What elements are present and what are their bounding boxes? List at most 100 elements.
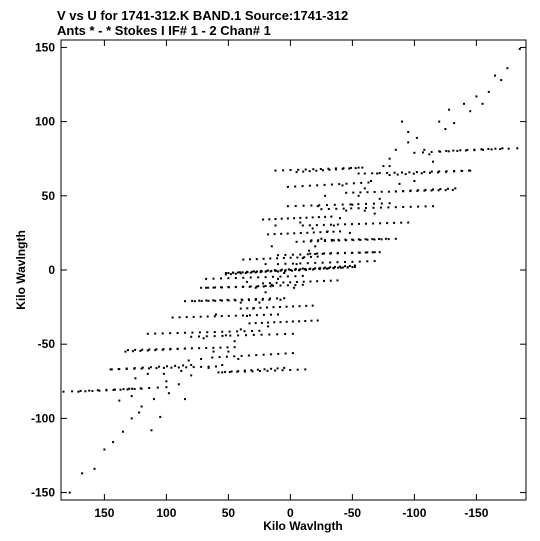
uv-point <box>302 170 305 173</box>
uv-point-conjugate <box>468 169 470 172</box>
uv-point <box>293 286 296 289</box>
uv-point-conjugate <box>224 370 227 373</box>
uv-point <box>207 366 210 369</box>
uv-point <box>357 238 360 241</box>
y-tick-label: 50 <box>42 189 56 203</box>
uv-point <box>128 387 131 390</box>
uv-point-conjugate <box>259 271 262 274</box>
uv-point-conjugate <box>304 320 307 322</box>
uv-point <box>161 332 164 335</box>
uv-point-conjugate <box>393 221 396 224</box>
uv-point-conjugate <box>88 389 91 392</box>
uv-point <box>294 205 297 207</box>
uv-point <box>394 190 397 193</box>
uv-point <box>388 174 391 176</box>
uv-point <box>282 257 285 259</box>
uv-point <box>119 388 122 391</box>
uv-point <box>155 348 158 351</box>
uv-point <box>103 448 106 451</box>
uv-point-conjugate <box>430 189 433 192</box>
uv-point-conjugate <box>423 189 426 192</box>
x-tick-label: -50 <box>344 506 362 520</box>
uv-point <box>312 231 315 234</box>
uv-point-conjugate <box>284 352 287 355</box>
uv-point <box>184 331 186 334</box>
uv-point-conjugate <box>379 206 382 209</box>
uv-point <box>348 231 351 234</box>
uv-point <box>463 102 465 105</box>
uv-point-conjugate <box>351 266 354 268</box>
uv-point <box>249 258 251 261</box>
uv-point <box>226 346 229 349</box>
uv-point-conjugate <box>284 253 287 256</box>
uv-point <box>447 150 450 153</box>
uv-point-conjugate <box>124 350 127 353</box>
uv-point <box>454 187 457 190</box>
uv-point <box>445 170 447 173</box>
uv-point <box>272 284 274 287</box>
uv-point-conjugate <box>234 272 237 275</box>
uv-point <box>332 230 335 233</box>
uv-point-conjugate <box>357 166 360 169</box>
uv-point <box>270 313 272 316</box>
uv-point <box>380 202 383 205</box>
uv-point <box>402 190 405 192</box>
uv-point <box>308 170 311 173</box>
uv-point <box>227 277 230 280</box>
uv-point <box>215 313 217 316</box>
uv-point-conjugate <box>322 223 325 226</box>
uv-point <box>227 350 230 353</box>
uv-point <box>242 276 245 279</box>
uv-point-conjugate <box>323 279 325 282</box>
uv-point-conjugate <box>373 238 376 241</box>
uv-point-conjugate <box>344 261 346 263</box>
uv-point <box>185 316 188 319</box>
uv-point-conjugate <box>154 349 157 352</box>
uv-point <box>506 67 509 70</box>
uv-point-conjugate <box>336 252 339 255</box>
x-tick-label: 100 <box>156 506 176 520</box>
uv-point <box>205 299 208 302</box>
uv-point <box>206 331 209 334</box>
uv-point <box>423 148 426 151</box>
uv-point <box>334 265 336 268</box>
uv-point <box>351 203 354 206</box>
uv-point <box>339 217 341 220</box>
uv-point-conjugate <box>316 280 319 283</box>
uv-point <box>261 297 264 300</box>
uv-point <box>234 314 237 317</box>
uv-point-conjugate <box>225 355 228 358</box>
uv-point <box>110 368 113 371</box>
uv-point-conjugate <box>351 223 353 226</box>
uv-point-conjugate <box>445 150 448 152</box>
uv-point <box>126 388 129 391</box>
uv-point-conjugate <box>193 300 196 303</box>
chart-title-line-1: V vs U for 1741-312.K BAND.1 Source:1741… <box>57 8 348 23</box>
y-axis-ticks <box>61 46 526 494</box>
uv-point <box>367 181 370 184</box>
x-tick-label: -150 <box>464 506 488 520</box>
uv-point-conjugate <box>415 171 418 174</box>
uv-point <box>469 169 472 172</box>
uv-point <box>310 204 313 207</box>
uv-point <box>481 102 484 105</box>
uv-point <box>500 79 503 82</box>
uv-point-conjugate <box>289 269 292 271</box>
uv-point-conjugate <box>113 388 116 391</box>
uv-point-conjugate <box>424 205 427 208</box>
uv-point-conjugate <box>79 389 82 392</box>
uv-point <box>233 346 236 349</box>
uv-point-conjugate <box>214 286 216 289</box>
uv-point <box>413 180 416 182</box>
uv-point <box>176 332 179 334</box>
uv-point <box>294 275 297 278</box>
uv-point-conjugate <box>327 208 330 210</box>
uv-point <box>310 239 313 242</box>
uv-point <box>192 315 195 318</box>
uv-point-conjugate <box>245 334 247 337</box>
uv-point <box>212 299 215 302</box>
x-axis-tick-labels: 150 100 50 0 -50 -100 -150 <box>94 506 488 520</box>
uv-point-conjugate <box>393 171 396 174</box>
uv-point <box>127 349 129 352</box>
uv-point <box>428 153 431 156</box>
